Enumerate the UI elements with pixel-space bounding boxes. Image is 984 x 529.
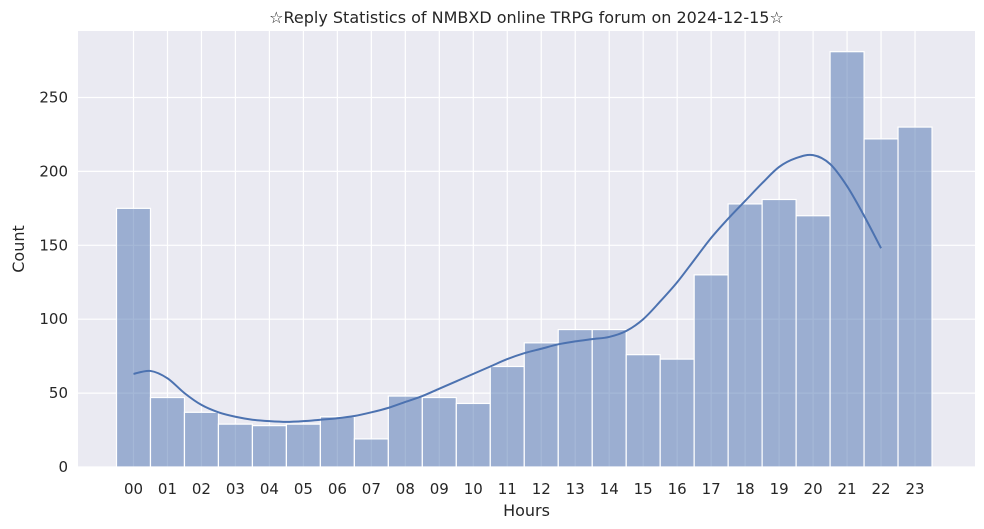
x-tick-label: 02 <box>192 480 211 498</box>
y-axis-label: Count <box>9 225 28 273</box>
bar-hour-13 <box>557 328 593 468</box>
y-tick-label: 250 <box>39 89 68 107</box>
bar-hour-02 <box>183 411 220 468</box>
x-tick-label: 12 <box>532 480 551 498</box>
x-tick-label: 15 <box>634 480 653 498</box>
x-tick-label: 08 <box>396 480 415 498</box>
x-tick-label: 14 <box>600 480 619 498</box>
bar-hour-01 <box>149 396 186 468</box>
x-tick-label: 20 <box>804 480 823 498</box>
bar-hour-05 <box>285 423 321 468</box>
x-tick-label: 11 <box>498 480 517 498</box>
y-tick-label: 150 <box>39 236 68 254</box>
bar-hour-10 <box>455 402 491 468</box>
kde-curve-line <box>133 153 882 423</box>
bar-hour-19 <box>761 198 797 468</box>
x-tick-label: 21 <box>838 480 857 498</box>
bar-hour-07 <box>353 438 389 468</box>
x-tick-label: 00 <box>124 480 143 498</box>
x-tick-label: 19 <box>770 480 789 498</box>
bar-hour-04 <box>251 425 287 468</box>
bar-hour-18 <box>727 203 763 468</box>
x-tick-label: 23 <box>905 480 924 498</box>
bar-hour-11 <box>489 365 525 468</box>
x-tick-label: 06 <box>328 480 347 498</box>
x-axis-ticks: 00 01 02 03 04 05 06 07 08 09 10 11 12 13 14 15 16 17 18 19… <box>124 480 925 498</box>
bar-hour-21 <box>829 51 865 468</box>
y-tick-label: 100 <box>39 310 68 328</box>
x-tick-label: 18 <box>736 480 755 498</box>
bar-hour-15 <box>625 354 661 468</box>
x-tick-label: 04 <box>260 480 279 498</box>
x-tick-label: 03 <box>226 480 245 498</box>
x-tick-label: 01 <box>158 480 177 498</box>
x-tick-label: 22 <box>872 480 891 498</box>
x-tick-label: 09 <box>430 480 449 498</box>
y-axis-ticks: 0 50 100 150 200 250 <box>39 89 68 476</box>
bar-hour-09 <box>421 396 457 468</box>
bar-hour-17 <box>693 274 729 468</box>
x-tick-label: 16 <box>668 480 687 498</box>
bar-hour-06 <box>319 416 355 468</box>
x-tick-label: 05 <box>294 480 313 498</box>
bar-hour-16 <box>659 358 695 468</box>
bar-hour-00 <box>115 207 152 468</box>
bar-hour-23 <box>897 126 933 468</box>
bar-hour-20 <box>795 215 831 468</box>
x-tick-label: 17 <box>702 480 721 498</box>
y-tick-label: 50 <box>49 384 68 402</box>
bar-hour-03 <box>217 423 254 468</box>
y-tick-label: 0 <box>58 458 68 476</box>
x-axis-label: Hours <box>503 501 550 520</box>
bar-hour-08 <box>387 395 423 468</box>
bar-hour-22 <box>863 138 899 468</box>
y-tick-label: 200 <box>39 162 68 180</box>
x-tick-label: 13 <box>566 480 585 498</box>
chart-title: ☆Reply Statistics of NMBXD online TRPG f… <box>269 8 784 27</box>
x-tick-label: 07 <box>362 480 381 498</box>
bars-group <box>115 51 933 468</box>
bar-hour-12 <box>523 342 559 468</box>
x-tick-label: 10 <box>464 480 483 498</box>
bar-hour-14 <box>591 328 627 468</box>
kde-curve-group <box>133 153 882 423</box>
